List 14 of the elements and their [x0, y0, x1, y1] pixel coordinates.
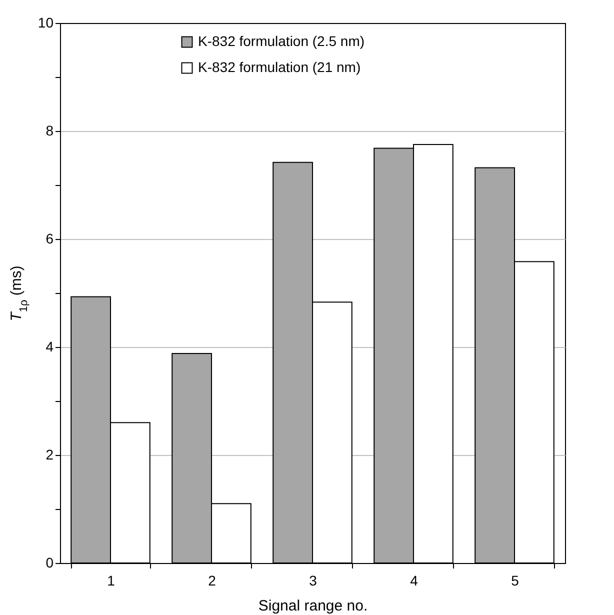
y-tick-label: 2: [46, 446, 54, 462]
legend-label: K-832 formulation (21 nm): [198, 59, 361, 75]
x-tick-label: 2: [208, 572, 216, 588]
x-axis-title: Signal range no.: [258, 598, 368, 614]
x-tick-label: 4: [410, 572, 418, 588]
x-tick-label: 5: [511, 572, 520, 588]
y-tick-label: 4: [46, 338, 54, 354]
y-tick-label: 10: [38, 14, 54, 30]
legend-label: K-832 formulation (2.5 nm): [198, 33, 365, 49]
x-tick-label: 3: [309, 572, 318, 588]
y-tick-label: 6: [46, 230, 54, 246]
y-tick-label: 0: [46, 554, 54, 570]
x-tick-label: 1: [107, 572, 116, 588]
y-tick-label: 8: [46, 122, 54, 138]
